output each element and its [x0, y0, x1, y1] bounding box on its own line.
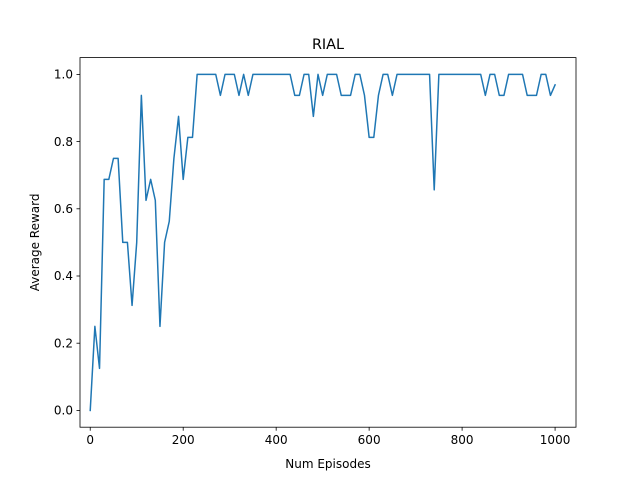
x-tick-label: 0 [86, 433, 94, 447]
series-line-0 [89, 73, 557, 412]
x-tick-label: 800 [451, 433, 474, 447]
x-tick-label: 600 [358, 433, 381, 447]
y-tick-label: 0.8 [54, 135, 73, 149]
plot-area [89, 73, 557, 412]
x-tick-label: 400 [265, 433, 288, 447]
y-tick-label: 0.0 [54, 404, 73, 418]
y-tick-label: 0.6 [54, 202, 73, 216]
x-axis-label: Num Episodes [285, 457, 370, 471]
y-axis-label: Average Reward [28, 194, 42, 292]
axes-frame [79, 57, 577, 428]
y-tick-label: 1.0 [54, 68, 73, 82]
x-tick-label: 1000 [540, 433, 571, 447]
x-tick-label: 200 [172, 433, 195, 447]
y-axis: 0.0 0.2 0.4 0.6 0.8 1.0 [54, 68, 80, 418]
chart-title: RIAL [312, 37, 344, 53]
y-tick-label: 0.4 [54, 269, 73, 283]
y-tick-label: 0.2 [54, 336, 73, 350]
x-axis: 0 200 400 600 800 1000 [86, 427, 570, 447]
